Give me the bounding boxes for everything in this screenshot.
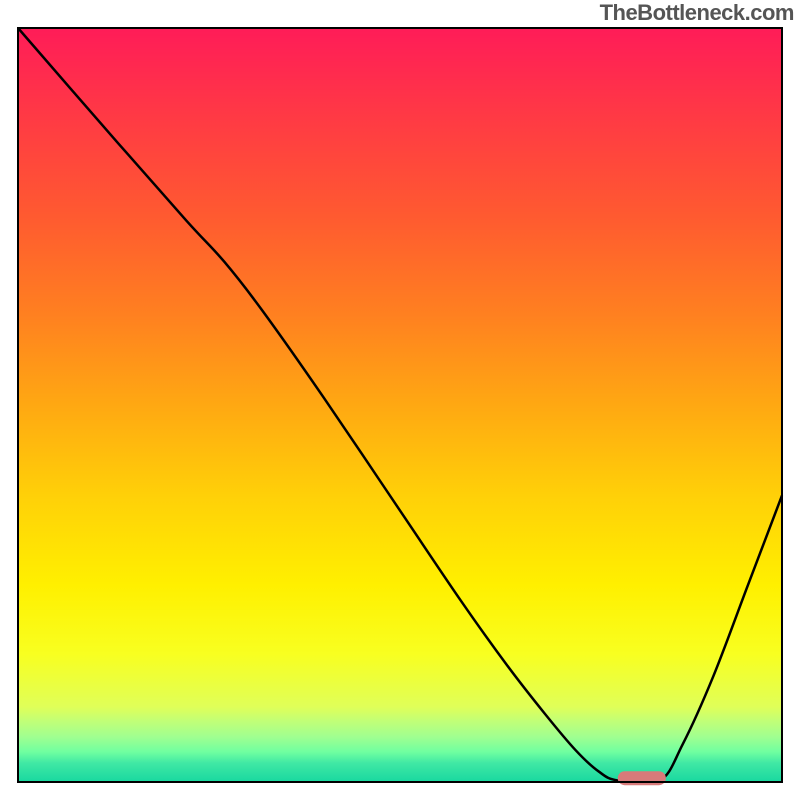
gradient-background: [18, 28, 782, 782]
chart-container: TheBottleneck.com: [0, 0, 800, 800]
watermark-text: TheBottleneck.com: [600, 0, 794, 26]
sweet-spot-marker: [618, 771, 666, 785]
bottleneck-chart: [0, 0, 800, 800]
